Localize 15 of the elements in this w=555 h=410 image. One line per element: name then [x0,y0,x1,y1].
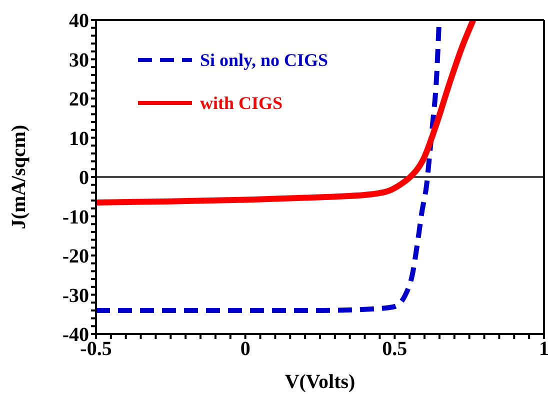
y-tick-label: -30 [62,284,89,307]
y-tick-label: 30 [69,49,89,72]
legend-label: Si only, no CIGS [200,50,328,70]
y-tick-label: -20 [62,246,89,268]
y-tick-label: 40 [69,10,89,32]
x-tick-label: 1 [539,338,549,360]
y-axis-title: J(mA/sqcm) [8,124,30,230]
x-tick-label: 0.5 [382,338,408,360]
y-tick-label: 0 [79,167,89,190]
legend-label: with CIGS [200,92,283,114]
y-tick-label: 10 [69,128,89,150]
x-tick-label: 0 [240,338,250,360]
y-tick-label: -10 [62,206,89,228]
x-axis-title: V(Volts) [284,371,356,393]
y-tick-label: 20 [69,88,89,111]
